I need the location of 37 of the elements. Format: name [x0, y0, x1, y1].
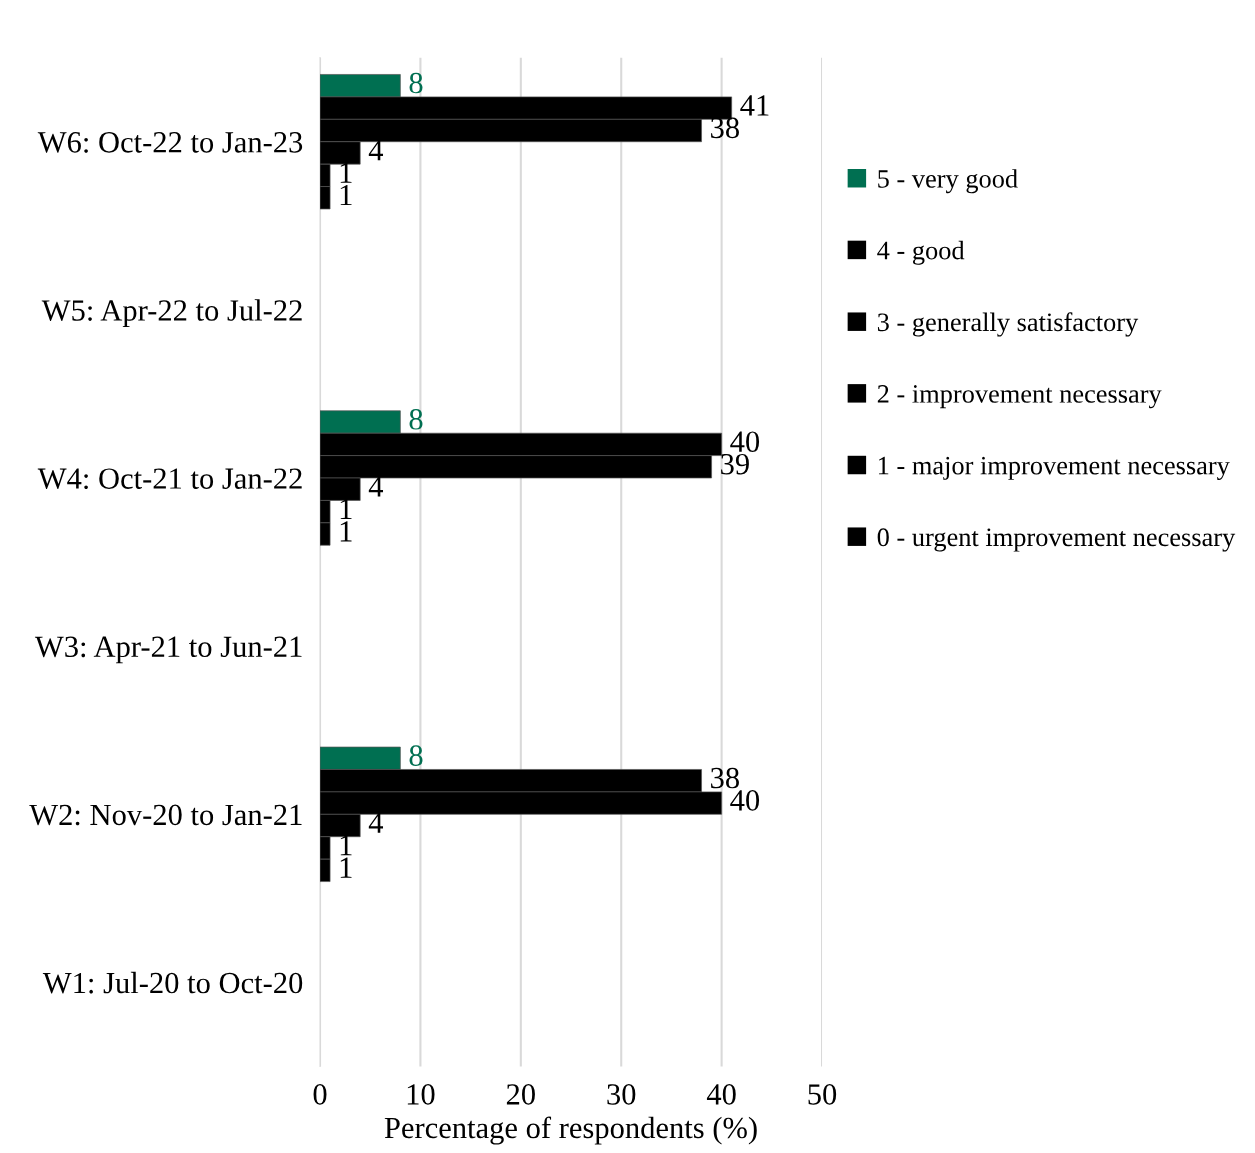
x-tick-label: 10: [407, 1084, 435, 1105]
data-label: 4: [368, 476, 384, 497]
x-axis-title: Percentage of respondents (%): [384, 1116, 757, 1145]
y-tick-label: W6: Oct-22 to Jan-23: [37, 132, 303, 153]
data-label: 8: [409, 72, 423, 94]
data-label: 8: [409, 408, 423, 430]
data-label: 1: [340, 521, 352, 542]
x-tick-label: 0: [313, 1084, 327, 1105]
legend-label: 1 - major improvement necessary: [878, 456, 1230, 480]
y-tick-label: W3: Apr-21 to Jun-21: [34, 636, 302, 664]
data-label: 38: [711, 767, 739, 789]
x-tick-label: 20: [506, 1084, 535, 1105]
legend-label: 2 - improvement necessary: [877, 385, 1162, 409]
data-label: 1: [340, 162, 352, 183]
y-tick-label: W5: Apr-22 to Jul-22: [41, 299, 302, 327]
data-label: 39: [721, 453, 749, 475]
legend-label: 5 - very good: [878, 169, 1018, 194]
data-label: 41: [740, 95, 769, 116]
data-label: 8: [409, 745, 423, 766]
data-label: 1: [340, 835, 352, 856]
data-label: 38: [711, 117, 739, 139]
x-tick-label: 50: [808, 1084, 837, 1105]
y-tick-label: W1: Jul-20 to Oct-20: [42, 971, 303, 994]
data-label: 1: [340, 857, 352, 878]
y-tick-label: W2: Nov-20 to Jan-21: [29, 804, 302, 826]
legend-label: 0 - urgent improvement necessary: [877, 528, 1236, 552]
legend-label: 4 - good: [877, 240, 965, 265]
data-label: 40: [730, 790, 760, 811]
data-label: 1: [340, 184, 352, 206]
legend-label: 3 - generally satisfactory: [877, 312, 1139, 337]
data-label: 1: [340, 498, 352, 519]
data-label: 4: [368, 812, 384, 833]
x-tick-label: 40: [706, 1084, 736, 1105]
data-label: 40: [730, 431, 760, 453]
y-tick-label: W4: Oct-21 to Jan-22: [37, 468, 302, 490]
data-label: 4: [368, 140, 384, 161]
x-tick-label: 30: [607, 1084, 636, 1105]
